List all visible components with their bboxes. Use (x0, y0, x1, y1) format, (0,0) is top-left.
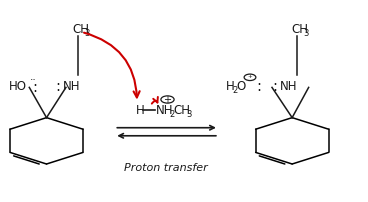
Text: :: : (272, 79, 277, 93)
Text: 3: 3 (304, 29, 309, 38)
Text: :: : (32, 80, 37, 94)
FancyArrowPatch shape (152, 97, 158, 104)
Text: NH: NH (63, 79, 81, 93)
Text: ··: ·· (29, 75, 36, 85)
Text: O: O (236, 79, 246, 93)
Text: H: H (136, 104, 145, 117)
Text: 2: 2 (170, 109, 175, 119)
Text: CH: CH (72, 23, 89, 36)
Text: 2: 2 (233, 85, 238, 95)
Text: CH: CH (174, 104, 191, 117)
Text: H: H (226, 79, 235, 93)
Text: 3: 3 (84, 29, 90, 38)
Text: NH: NH (156, 104, 174, 117)
Text: :: : (256, 79, 262, 93)
Text: NH: NH (280, 79, 298, 93)
Text: CH: CH (291, 23, 308, 36)
Text: ⁺: ⁺ (248, 74, 252, 82)
Text: :: : (55, 79, 60, 93)
Text: Proton transfer: Proton transfer (124, 162, 208, 172)
Text: HO: HO (9, 79, 27, 93)
FancyArrowPatch shape (84, 34, 140, 98)
Text: +: + (163, 95, 171, 105)
Text: 3: 3 (186, 109, 192, 119)
